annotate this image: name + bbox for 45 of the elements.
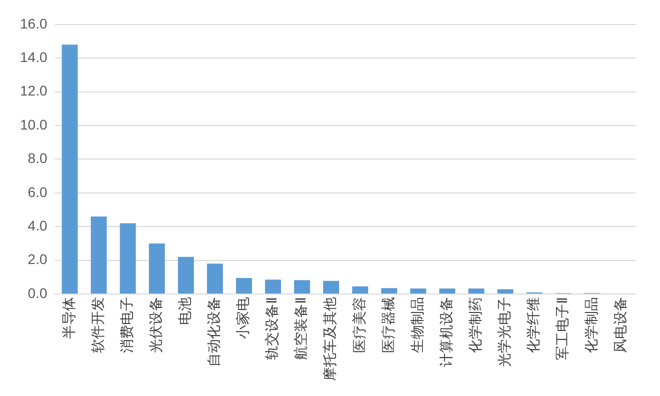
x-tick-label: 生物制品 <box>410 297 426 353</box>
x-tick-label: 医疗美容 <box>352 297 368 353</box>
bar <box>206 264 223 294</box>
x-tick-label: 化学制品 <box>584 297 600 353</box>
bar <box>90 216 107 294</box>
x-tick-label: 风电设备 <box>613 297 630 353</box>
x-tick-label: 半导体 <box>61 297 78 339</box>
bar <box>148 243 165 294</box>
x-tick-label: 计算机设备 <box>438 297 455 367</box>
y-tick-label: 8.0 <box>28 150 48 166</box>
x-tick-label: 电池 <box>178 297 194 325</box>
x-tick-label: 消费电子 <box>119 297 136 353</box>
y-tick-label: 14.0 <box>20 48 48 65</box>
x-tick-label: 光学光电子 <box>496 297 513 367</box>
bar <box>265 280 282 294</box>
bar <box>468 288 484 294</box>
x-tick-label: 摩托车及其他 <box>322 297 339 381</box>
bar <box>410 288 426 294</box>
bar <box>352 286 368 294</box>
y-tick-label: 10.0 <box>20 116 48 132</box>
bar <box>178 256 194 294</box>
x-tick-label: 化学纤维 <box>526 297 542 353</box>
bar <box>381 288 398 294</box>
x-tick-label: 光伏设备 <box>148 297 165 353</box>
bar <box>236 278 252 294</box>
bar <box>497 289 514 294</box>
x-tick-label: 军工电子Ⅱ <box>555 297 572 360</box>
y-tick-label: 6.0 <box>28 184 48 200</box>
y-tick-label: 0.0 <box>28 284 48 301</box>
x-tick-label: 软件开发 <box>90 297 106 353</box>
bar <box>62 44 78 294</box>
x-tick-label: 小家电 <box>236 297 252 339</box>
x-tick-label: 自动化设备 <box>206 297 223 367</box>
bar <box>294 280 310 294</box>
x-tick-label: 化学制药 <box>468 297 484 353</box>
bar <box>439 288 456 294</box>
y-tick-label: 16.0 <box>20 15 48 32</box>
y-tick-label: 4.0 <box>28 217 48 234</box>
x-tick-label: 航空装备Ⅱ <box>294 297 310 360</box>
bar <box>323 280 340 294</box>
x-tick-label: 医疗器械 <box>380 297 397 353</box>
y-tick-label: 12.0 <box>20 82 48 99</box>
y-tick-label: 2.0 <box>28 251 48 268</box>
x-tick-label: 轨交设备Ⅱ <box>264 297 281 360</box>
bar <box>120 223 136 294</box>
